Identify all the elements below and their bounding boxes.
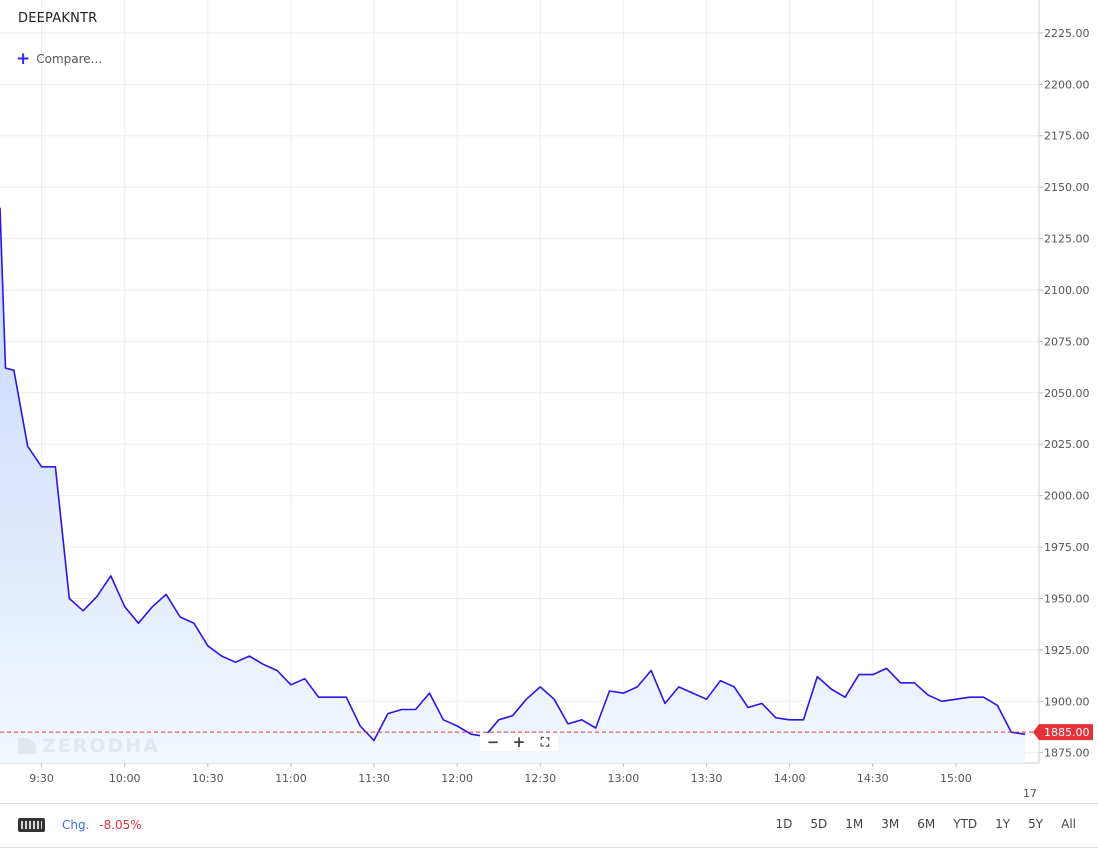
y-tick-label: 2000.00 bbox=[1044, 490, 1090, 503]
compare-label: Compare... bbox=[36, 52, 103, 66]
y-tick-label: 1975.00 bbox=[1044, 541, 1090, 554]
y-tick-label: 2225.00 bbox=[1044, 27, 1090, 40]
x-tick-label: 10:30 bbox=[192, 772, 224, 785]
x-tick-label: 11:00 bbox=[275, 772, 307, 785]
y-tick-label: 2200.00 bbox=[1044, 78, 1090, 91]
price-area-fill bbox=[0, 207, 1026, 763]
x-tick-label: 11:30 bbox=[358, 772, 390, 785]
period-5y[interactable]: 5Y bbox=[1028, 817, 1044, 831]
y-tick-label: 2075.00 bbox=[1044, 335, 1090, 348]
change-indicator: Chg. -8.05% bbox=[62, 818, 142, 832]
price-tag-label: 1885.00 bbox=[1044, 726, 1090, 739]
bottom-toolbar: Chg. -8.05% 1D 5D 1M 3M 6M YTD 1Y 5Y All bbox=[0, 803, 1098, 848]
x-tick-label: 15:00 bbox=[940, 772, 972, 785]
period-selector: 1D 5D 1M 3M 6M YTD 1Y 5Y All bbox=[758, 817, 1076, 831]
y-tick-label: 1950.00 bbox=[1044, 592, 1090, 605]
zoom-controls: − + ⛶ bbox=[480, 733, 558, 751]
zoom-out-button[interactable]: − bbox=[486, 733, 500, 751]
period-6m[interactable]: 6M bbox=[917, 817, 936, 831]
x-tick-label: 10:00 bbox=[109, 772, 141, 785]
watermark-text: ZERODHA bbox=[42, 735, 160, 757]
fullscreen-icon[interactable]: ⛶ bbox=[540, 734, 550, 749]
zoom-in-button[interactable]: + bbox=[512, 733, 526, 751]
period-1m[interactable]: 1M bbox=[845, 817, 864, 831]
period-1d[interactable]: 1D bbox=[775, 817, 793, 831]
period-ytd[interactable]: YTD bbox=[953, 817, 978, 831]
y-tick-label: 2050.00 bbox=[1044, 387, 1090, 400]
y-tick-label: 1900.00 bbox=[1044, 695, 1090, 708]
keyboard-icon[interactable] bbox=[18, 818, 45, 832]
y-tick-label: 2125.00 bbox=[1044, 233, 1090, 246]
zerodha-logo-icon bbox=[18, 738, 36, 754]
plus-icon: + bbox=[16, 49, 31, 69]
period-5d[interactable]: 5D bbox=[810, 817, 828, 831]
y-tick-label: 1925.00 bbox=[1044, 644, 1090, 657]
brand-watermark: ZERODHA bbox=[18, 735, 160, 757]
price-chart[interactable]: 2225.00 2200.00 2175.00 2150.00 2125.00 2100.… bbox=[0, 0, 1098, 803]
y-tick-label: 2100.00 bbox=[1044, 284, 1090, 297]
x-tick-label: 13:00 bbox=[608, 772, 640, 785]
x-tick-label: 9:30 bbox=[29, 772, 54, 785]
change-value: -8.05% bbox=[99, 818, 142, 832]
period-3m[interactable]: 3M bbox=[881, 817, 900, 831]
y-tick-label: 1875.00 bbox=[1044, 747, 1090, 760]
price-tag-bg bbox=[1033, 724, 1093, 741]
y-tick-label: 2175.00 bbox=[1044, 130, 1090, 143]
price-line bbox=[0, 207, 1026, 742]
y-tick-label: 2150.00 bbox=[1044, 181, 1090, 194]
period-1y[interactable]: 1Y bbox=[995, 817, 1011, 831]
change-label: Chg. bbox=[62, 818, 90, 832]
x-tick-label: 13:30 bbox=[691, 772, 723, 785]
symbol-title: DEEPAKNTR bbox=[18, 11, 98, 26]
x-tick-label: 12:30 bbox=[524, 772, 556, 785]
x-tick-label: 14:00 bbox=[774, 772, 806, 785]
x-tick-label: 12:00 bbox=[441, 772, 473, 785]
x-edge-label: 17 bbox=[1023, 787, 1037, 800]
period-all[interactable]: All bbox=[1061, 817, 1076, 831]
compare-button[interactable]: + Compare... bbox=[16, 49, 103, 69]
x-tick-label: 14:30 bbox=[857, 772, 889, 785]
y-tick-label: 2025.00 bbox=[1044, 438, 1090, 451]
